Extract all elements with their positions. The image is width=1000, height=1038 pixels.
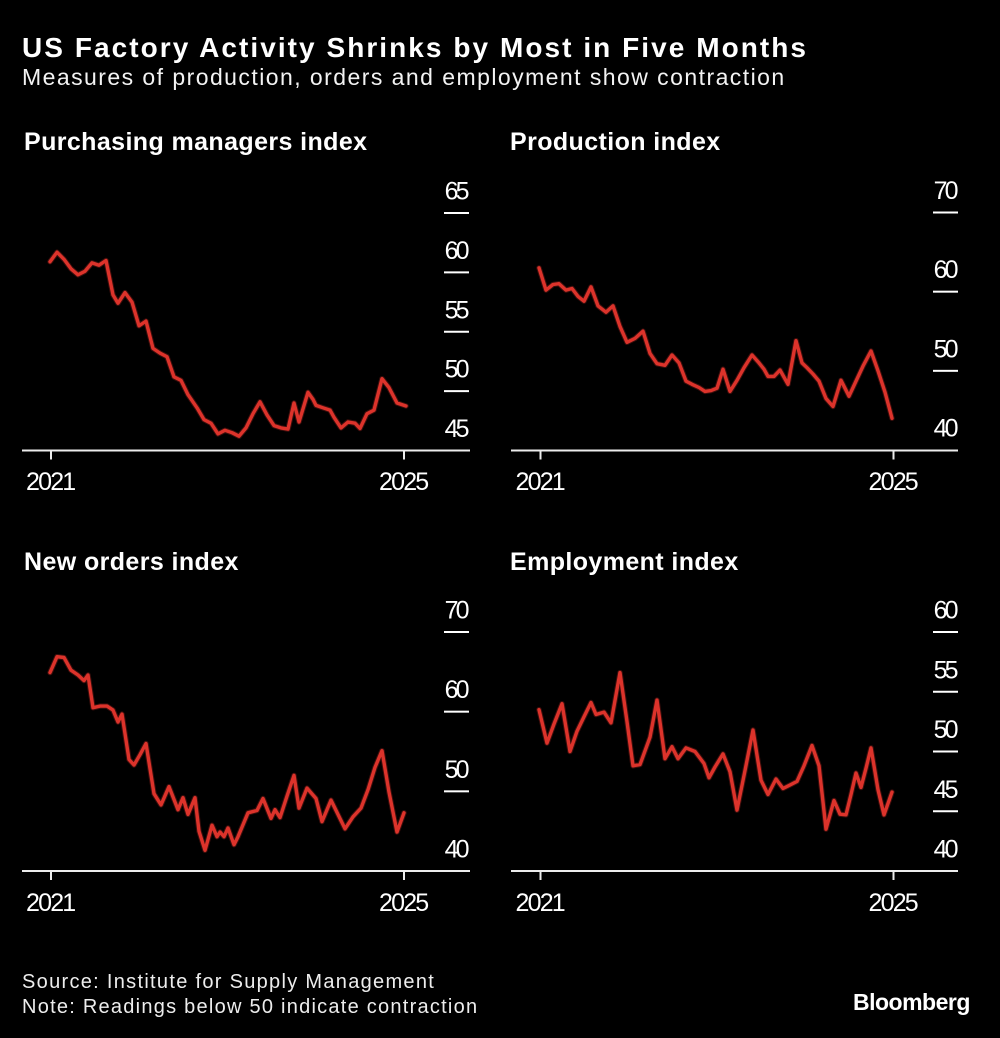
svg-text:60: 60 — [934, 597, 958, 625]
svg-text:50: 50 — [934, 716, 958, 744]
svg-text:2021: 2021 — [515, 468, 564, 496]
svg-text:55: 55 — [445, 296, 469, 324]
svg-text:40: 40 — [445, 836, 469, 864]
svg-text:2025: 2025 — [379, 468, 428, 496]
svg-text:60: 60 — [445, 676, 469, 704]
svg-text:70: 70 — [934, 177, 958, 205]
svg-text:70: 70 — [445, 596, 469, 624]
svg-text:50: 50 — [445, 756, 469, 784]
svg-text:50: 50 — [445, 356, 469, 384]
svg-text:50: 50 — [934, 335, 958, 363]
svg-text:2021: 2021 — [515, 889, 564, 917]
svg-text:60: 60 — [934, 256, 958, 284]
svg-text:60: 60 — [445, 237, 469, 265]
svg-text:2021: 2021 — [26, 468, 75, 496]
svg-text:55: 55 — [934, 656, 958, 684]
svg-text:2025: 2025 — [868, 889, 917, 917]
svg-text:65: 65 — [445, 178, 469, 206]
svg-text:2021: 2021 — [26, 889, 75, 917]
svg-text:45: 45 — [445, 415, 469, 443]
svg-text:45: 45 — [934, 776, 958, 804]
svg-text:2025: 2025 — [868, 468, 917, 496]
svg-text:2025: 2025 — [379, 889, 428, 917]
svg-text:40: 40 — [934, 836, 958, 864]
svg-text:40: 40 — [934, 415, 958, 443]
